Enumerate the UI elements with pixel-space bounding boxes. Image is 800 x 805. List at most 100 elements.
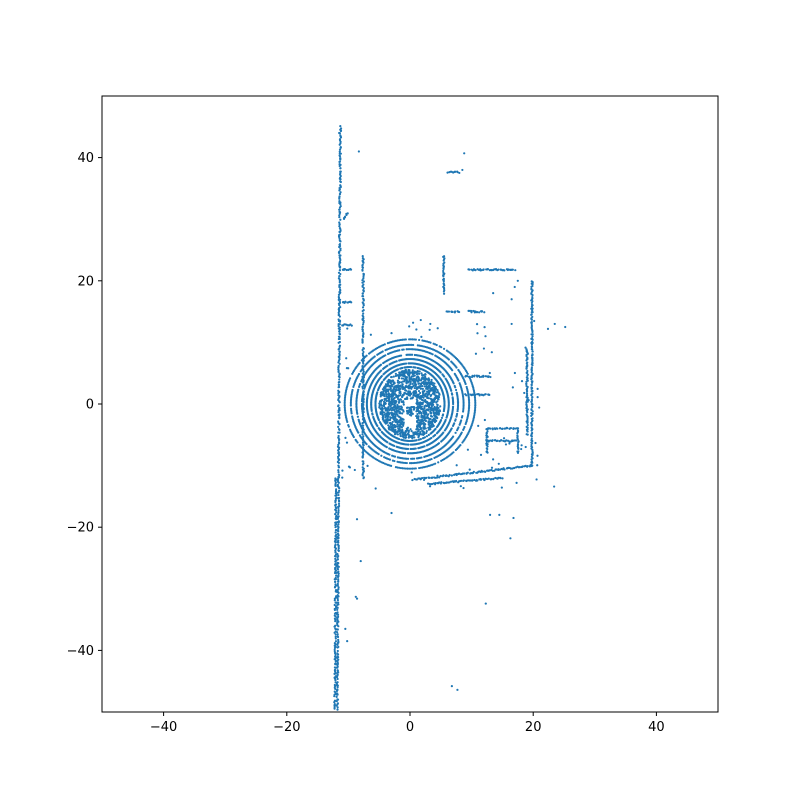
data-point	[501, 427, 504, 430]
data-point	[385, 419, 388, 422]
data-point	[359, 370, 362, 373]
data-point	[339, 180, 342, 183]
data-point	[490, 466, 494, 469]
data-point	[531, 405, 534, 408]
data-point	[415, 416, 419, 420]
data-point	[337, 404, 340, 407]
data-point	[553, 322, 556, 326]
data-point	[350, 301, 353, 304]
data-point	[361, 268, 364, 271]
data-point	[441, 413, 445, 416]
data-point	[461, 168, 464, 172]
data-point	[444, 418, 447, 422]
data-point	[337, 464, 340, 467]
data-point	[420, 418, 423, 421]
data-point	[401, 400, 404, 403]
data-point	[338, 237, 341, 240]
data-point	[337, 491, 340, 494]
data-point	[482, 347, 486, 350]
data-point	[337, 509, 340, 512]
data-point	[411, 397, 414, 400]
data-point	[530, 426, 533, 429]
data-point	[338, 256, 341, 259]
data-point	[338, 200, 341, 203]
data-point	[417, 409, 420, 413]
data-point	[486, 268, 490, 271]
data-point	[508, 442, 511, 445]
data-point	[338, 163, 341, 166]
data-point	[499, 477, 502, 480]
data-point	[492, 292, 495, 295]
data-point	[392, 393, 395, 396]
data-point	[382, 378, 385, 382]
data-point	[411, 338, 414, 341]
data-point	[442, 277, 445, 280]
data-point	[438, 410, 442, 413]
data-point	[361, 338, 364, 341]
data-point	[432, 411, 435, 414]
data-point	[443, 404, 446, 407]
data-point	[411, 434, 414, 437]
data-point	[337, 493, 340, 497]
data-point	[423, 436, 427, 439]
data-point	[338, 413, 341, 416]
data-point	[407, 443, 410, 446]
data-point	[385, 408, 389, 412]
data-point	[411, 373, 415, 376]
x-tick-label: −40	[150, 720, 177, 735]
data-point	[362, 368, 365, 371]
data-point	[525, 433, 528, 436]
data-point	[443, 261, 446, 264]
data-point	[338, 195, 341, 198]
data-point	[338, 250, 341, 253]
data-point	[419, 318, 422, 322]
data-point	[516, 431, 519, 435]
data-point	[416, 366, 419, 370]
data-point	[421, 339, 424, 342]
data-point	[462, 402, 465, 406]
data-point	[379, 403, 383, 406]
data-point	[425, 408, 428, 411]
data-point	[513, 285, 516, 289]
data-point	[389, 381, 392, 385]
data-point	[339, 157, 342, 160]
data-point	[406, 467, 409, 470]
data-point	[334, 513, 337, 516]
data-point	[530, 441, 533, 444]
data-point	[530, 402, 534, 405]
data-point	[442, 264, 445, 267]
data-point	[361, 292, 364, 295]
data-point	[387, 378, 390, 381]
data-point	[379, 395, 382, 398]
data-point	[479, 477, 482, 481]
data-point	[336, 702, 340, 705]
data-point	[427, 426, 430, 429]
data-point	[423, 385, 426, 388]
data-point	[527, 399, 530, 402]
data-point	[457, 426, 460, 429]
data-point	[339, 125, 342, 128]
data-point	[468, 404, 471, 407]
data-point	[442, 271, 445, 274]
data-point	[424, 381, 427, 384]
data-point	[334, 543, 337, 546]
data-point	[407, 436, 410, 439]
data-point	[335, 488, 338, 491]
data-point	[422, 478, 426, 481]
data-point	[463, 152, 466, 155]
data-point	[390, 425, 393, 429]
data-points	[333, 125, 567, 711]
data-point	[398, 412, 401, 415]
data-point	[431, 381, 434, 384]
data-point	[361, 352, 364, 355]
data-point	[531, 396, 534, 399]
data-point	[398, 427, 401, 430]
data-point	[430, 393, 433, 397]
data-point	[337, 515, 340, 518]
data-point	[333, 614, 336, 617]
data-point	[362, 383, 365, 386]
data-point	[531, 464, 534, 467]
data-point	[380, 399, 384, 402]
data-point	[421, 387, 424, 390]
data-point	[495, 468, 498, 471]
